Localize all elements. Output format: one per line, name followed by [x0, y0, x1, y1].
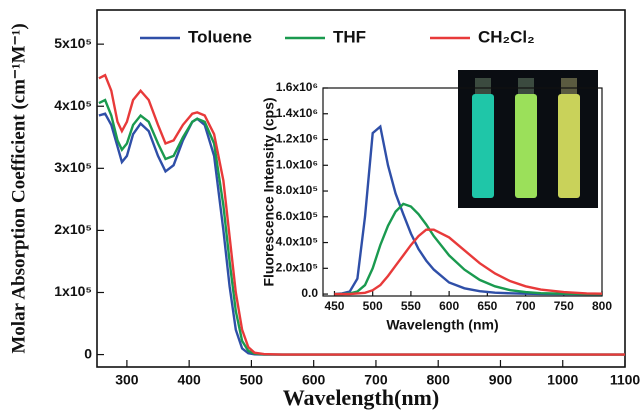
- x-tick-label: 400: [177, 372, 201, 388]
- legend-label: CH₂Cl₂: [478, 27, 535, 46]
- y-tick-label: 2.0x10⁵: [276, 260, 318, 274]
- series-line: [334, 228, 603, 296]
- y-tick-label: 8.0x10⁵: [276, 183, 318, 197]
- x-tick-label: 450: [324, 299, 344, 313]
- legend-label: Toluene: [188, 27, 252, 46]
- x-tick-label: 1100: [610, 372, 641, 388]
- x-tick-label: 650: [477, 299, 497, 313]
- y-tick-label: 4.0x10⁵: [276, 235, 318, 249]
- series-line: [98, 73, 625, 356]
- y-tick-label: 0.0: [301, 286, 318, 300]
- y-tick-label: 5x10⁵: [54, 35, 92, 51]
- y-tick-label: 1.0x10⁶: [276, 157, 318, 171]
- x-axis-title: Wavelength (nm): [386, 317, 498, 333]
- y-tick-label: 6.0x10⁵: [276, 209, 318, 223]
- x-tick-label: 500: [240, 372, 264, 388]
- y-axis-title: Molar Absorption Coefficient (cm⁻¹M⁻¹): [8, 23, 29, 353]
- legend-label: THF: [333, 27, 366, 46]
- y-tick-label: 0: [84, 345, 92, 361]
- y-tick-label: 4x10⁵: [54, 97, 92, 113]
- series-line: [334, 202, 602, 296]
- x-tick-label: 800: [592, 299, 612, 313]
- vial-photo: [458, 70, 598, 208]
- y-axis-title: Fluorescence Intensity (cps): [261, 97, 277, 286]
- x-tick-label: 600: [302, 372, 326, 388]
- y-tick-label: 3x10⁵: [54, 159, 92, 175]
- x-tick-label: 900: [489, 372, 513, 388]
- x-tick-label: 750: [554, 299, 574, 313]
- plot-frame: [322, 87, 603, 297]
- x-tick-label: 500: [363, 299, 383, 313]
- x-tick-label: 300: [115, 372, 139, 388]
- y-tick-label: 1.2x10⁶: [276, 132, 318, 146]
- x-tick-label: 600: [439, 299, 459, 313]
- plot-frame: [96, 9, 626, 368]
- x-tick-label: 1000: [547, 372, 578, 388]
- x-tick-label: 700: [364, 372, 388, 388]
- y-tick-label: 1.4x10⁶: [276, 106, 318, 120]
- series-line: [334, 124, 602, 296]
- x-tick-label: 800: [427, 372, 451, 388]
- y-tick-label: 1x10⁵: [54, 283, 92, 299]
- x-tick-label: 550: [401, 299, 421, 313]
- y-tick-label: 1.6x10⁶: [276, 80, 318, 94]
- x-tick-label: 700: [516, 299, 536, 313]
- y-tick-label: 2x10⁵: [54, 221, 92, 237]
- x-axis-title: Wavelength(nm): [283, 385, 439, 410]
